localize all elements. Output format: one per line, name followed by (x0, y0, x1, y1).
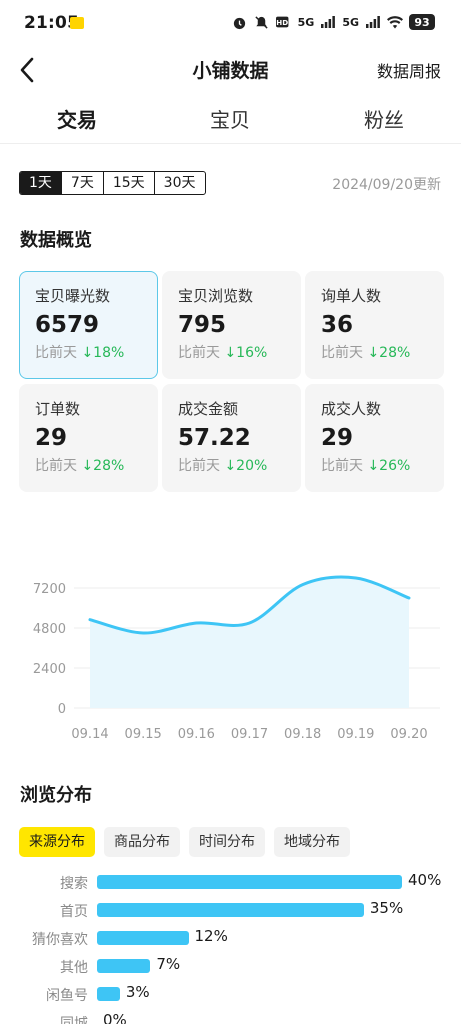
page-title: 小铺数据 (192, 60, 269, 82)
range-7d[interactable]: 7天 (62, 172, 104, 194)
distribution-row: 其他 7% (0, 952, 461, 980)
bar-label: 猜你喜欢 (32, 932, 88, 948)
app-notification-icon (70, 17, 84, 29)
bar (97, 875, 402, 889)
range-15d[interactable]: 15天 (104, 172, 155, 194)
x-tick-label: 09.19 (337, 727, 374, 742)
stat-change: 比前天 ↓28% (321, 345, 411, 361)
distribution-row: 闲鱼号 3% (0, 980, 461, 1008)
bar-value-label: 3% (125, 983, 150, 1001)
y-tick-label: 7200 (33, 582, 66, 597)
alarm-icon (232, 14, 248, 30)
stat-card-gmv[interactable]: 成交金额 57.22 比前天 ↓20% (162, 384, 301, 492)
stat-value: 57.22 (178, 425, 251, 451)
y-tick-label: 4800 (33, 622, 66, 637)
network-5g-1: 5G (297, 15, 315, 29)
top-nav: 小铺数据 数据周报 (0, 48, 461, 90)
stat-value: 6579 (35, 312, 100, 338)
bar-value-label: 12% (194, 927, 228, 945)
distribution-row: 同城 0% (0, 1008, 461, 1024)
stat-card-views[interactable]: 宝贝浏览数 795 比前天 ↓16% (162, 271, 301, 379)
bar-label: 闲鱼号 (46, 988, 88, 1004)
stat-label: 订单数 (35, 400, 81, 418)
signal-icon-2 (365, 14, 381, 30)
date-range-selector: 1天 7天 15天 30天 (19, 171, 206, 195)
updated-date: 2024/09/20更新 (332, 177, 441, 193)
distribution-row: 猜你喜欢 12% (0, 924, 461, 952)
distribution-row: 首页 35% (0, 896, 461, 924)
distribution-tabs: 来源分布 商品分布 时间分布 地域分布 (19, 827, 350, 857)
bar (97, 903, 364, 917)
bar-value-label: 0% (103, 1011, 127, 1024)
stat-value: 36 (321, 312, 354, 338)
bar (97, 959, 151, 973)
tab-trade[interactable]: 交易 (57, 108, 97, 132)
stat-label: 成交金额 (178, 400, 239, 418)
network-5g-2: 5G (342, 15, 359, 29)
stat-value: 29 (321, 425, 354, 451)
bar-label: 其他 (60, 960, 88, 976)
range-1d[interactable]: 1天 (20, 172, 62, 194)
svg-text:HD: HD (276, 18, 288, 27)
bar-value-label: 40% (408, 871, 442, 889)
stat-card-inquiries[interactable]: 询单人数 36 比前天 ↓28% (305, 271, 444, 379)
x-tick-label: 09.14 (71, 727, 108, 742)
trend-chart: 0 2400 4800 7200 09.14 09.15 09.16 09.17 09.18 09… (33, 575, 440, 742)
tab-time[interactable]: 时间分布 (189, 827, 265, 857)
status-icons: HD 5G 5G 93 (232, 14, 435, 30)
x-tick-label: 09.18 (284, 727, 321, 742)
range-30d[interactable]: 30天 (163, 175, 196, 191)
tab-source[interactable]: 来源分布 (19, 827, 95, 857)
tab-region[interactable]: 地域分布 (274, 827, 350, 857)
x-tick-label: 09.20 (390, 727, 427, 742)
series-line (88, 575, 411, 635)
stat-change: 比前天 ↓26% (321, 458, 411, 474)
stat-card-buyers[interactable]: 成交人数 29 比前天 ↓26% (305, 384, 444, 492)
mute-icon (254, 14, 270, 30)
y-tick-label: 2400 (33, 662, 66, 677)
tab-items[interactable]: 宝贝 (210, 108, 250, 132)
main-tabs: 交易 宝贝 粉丝 (0, 96, 461, 144)
stat-card-orders[interactable]: 订单数 29 比前天 ↓28% (19, 384, 158, 492)
hd-icon: HD (275, 14, 292, 30)
bar-value-label: 7% (156, 955, 181, 973)
x-tick-label: 09.16 (178, 727, 215, 742)
stat-value: 29 (35, 425, 68, 451)
y-tick-label: 0 (58, 702, 66, 717)
stat-label: 宝贝曝光数 (35, 287, 111, 305)
distribution-row: 搜索 40% (0, 868, 461, 896)
weekly-report-link[interactable]: 数据周报 (376, 62, 441, 81)
tab-product[interactable]: 商品分布 (104, 827, 180, 857)
stat-change: 比前天 ↓28% (35, 458, 125, 474)
stat-label: 询单人数 (321, 287, 382, 305)
bar-value-label: 35% (369, 899, 404, 917)
x-tick-label: 09.15 (125, 727, 162, 742)
bar-label: 首页 (60, 904, 88, 920)
series-area (90, 577, 409, 708)
wifi-icon (387, 14, 403, 30)
bar-label: 搜索 (60, 876, 88, 892)
stat-label: 宝贝浏览数 (178, 287, 254, 305)
back-button[interactable] (14, 52, 44, 86)
status-bar: 21:05 HD 5G 5G 93 (0, 0, 461, 48)
signal-icon-1 (320, 14, 336, 30)
x-tick-label: 09.17 (231, 727, 268, 742)
bar (97, 931, 189, 945)
stat-change: 比前天 ↓16% (178, 345, 268, 361)
stat-label: 成交人数 (321, 400, 382, 418)
bar-label: 同城 (60, 1016, 88, 1024)
chevron-left-icon (20, 57, 34, 83)
overview-title: 数据概览 (20, 230, 92, 251)
distribution-title: 浏览分布 (20, 785, 92, 806)
battery-indicator: 93 (409, 14, 435, 30)
stat-card-exposure[interactable]: 宝贝曝光数 6579 比前天 ↓18% (19, 271, 158, 379)
bar (97, 987, 120, 1001)
stat-value: 795 (178, 312, 227, 338)
stat-change: 比前天 ↓18% (35, 345, 125, 361)
stat-change: 比前天 ↓20% (178, 458, 268, 474)
status-time: 21:05 (24, 13, 80, 33)
tab-fans[interactable]: 粉丝 (364, 108, 404, 132)
